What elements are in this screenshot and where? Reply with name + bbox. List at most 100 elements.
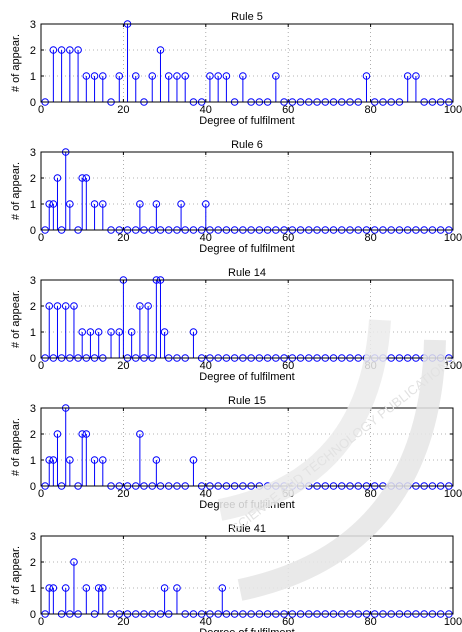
stem-marker: [214, 72, 222, 80]
stem-marker: [115, 328, 124, 336]
x-tick-label: 100: [444, 616, 462, 628]
stem-marker: [173, 584, 181, 592]
stem-marker: [206, 72, 214, 80]
stem-marker: [45, 302, 54, 310]
y-tick-label: 1: [30, 327, 36, 339]
y-tick-label: 1: [30, 71, 36, 83]
stem-marker: [78, 430, 86, 438]
stem-marker: [49, 200, 58, 208]
y-tick-label: 0: [30, 97, 36, 109]
stem-marker: [239, 72, 247, 80]
stem-marker: [66, 46, 74, 54]
x-axis-label: Degree of fulfilment: [199, 627, 294, 632]
stem-marker: [45, 200, 54, 208]
stem-marker: [82, 72, 91, 80]
stem-marker: [45, 456, 54, 464]
x-tick-label: 40: [200, 232, 212, 244]
stem-marker: [53, 174, 62, 182]
stem-marker: [136, 200, 144, 208]
stem-marker: [136, 302, 144, 310]
x-tick-label: 20: [117, 232, 129, 244]
stem-marker: [70, 302, 78, 310]
stem-marker: [82, 430, 91, 438]
x-tick-label: 40: [200, 616, 212, 628]
y-tick-label: 0: [30, 609, 36, 621]
stem-marker: [164, 72, 173, 80]
y-axis-label: # of appear.: [10, 546, 22, 604]
subplot: 0 20 40 60 80 100 0 1 2 3 Rule 41 Degree of fulfilm…: [10, 523, 462, 632]
chart-title: Rule 5: [231, 11, 263, 23]
y-tick-label: 3: [30, 531, 36, 543]
x-tick-label: 20: [117, 104, 129, 116]
y-tick-label: 0: [30, 225, 36, 237]
x-tick-label: 60: [282, 616, 294, 628]
x-tick-label: 80: [364, 360, 376, 372]
stem-marker: [70, 558, 78, 566]
stem-marker: [99, 200, 107, 208]
stem-marker: [90, 200, 99, 208]
x-tick-label: 0: [38, 360, 44, 372]
stem-marker: [156, 46, 165, 54]
x-tick-label: 40: [200, 360, 212, 372]
stem-marker: [94, 328, 103, 336]
stem-marker: [66, 456, 74, 464]
x-tick-label: 100: [444, 488, 462, 500]
stem-marker: [78, 174, 86, 182]
stem-marker: [131, 72, 140, 80]
x-axis-label: Degree of fulfilment: [199, 371, 294, 383]
stem-marker: [181, 72, 189, 80]
x-tick-label: 0: [38, 104, 44, 116]
x-tick-label: 100: [444, 360, 462, 372]
stem-marker: [218, 584, 227, 592]
stem-marker: [61, 302, 70, 310]
x-axis-label: Degree of fulfilment: [199, 115, 294, 127]
stem-marker: [272, 72, 280, 80]
subplot: 0 20 40 60 80 100 0 1 2 3 Rule 6 Degree of fulfilme…: [10, 139, 462, 255]
stem-marker: [222, 72, 231, 80]
x-tick-label: 0: [38, 616, 44, 628]
stem-marker: [202, 200, 210, 208]
axes-frame: [40, 151, 454, 231]
stem-marker: [152, 456, 161, 464]
y-axis-label: # of appear.: [10, 34, 22, 92]
stem-marker: [362, 72, 371, 80]
x-tick-label: 20: [117, 616, 129, 628]
y-tick-label: 1: [30, 583, 36, 595]
stem-marker: [61, 584, 70, 592]
chart-title: Rule 14: [228, 267, 266, 279]
stem-marker: [173, 72, 181, 80]
x-tick-label: 80: [364, 104, 376, 116]
stem-marker: [177, 200, 185, 208]
x-tick-label: 20: [117, 488, 129, 500]
stem-marker: [74, 46, 82, 54]
stem-marker: [99, 584, 107, 592]
x-tick-label: 0: [38, 232, 44, 244]
y-tick-label: 2: [30, 173, 36, 185]
x-tick-label: 80: [364, 488, 376, 500]
stem-marker: [136, 430, 144, 438]
x-tick-label: 40: [200, 104, 212, 116]
stem-marker: [53, 302, 62, 310]
x-tick-label: 60: [282, 104, 294, 116]
stem-marker: [66, 200, 74, 208]
stem-marker: [49, 584, 58, 592]
y-tick-label: 2: [30, 429, 36, 441]
y-tick-label: 1: [30, 455, 36, 467]
axes-frame: [40, 279, 454, 359]
y-tick-label: 0: [30, 353, 36, 365]
stem-marker: [82, 584, 91, 592]
y-tick-label: 3: [30, 147, 36, 159]
stem-marker: [45, 584, 54, 592]
y-tick-label: 1: [30, 199, 36, 211]
x-tick-label: 60: [282, 232, 294, 244]
y-axis-label: # of appear.: [10, 418, 22, 476]
stem-marker: [99, 72, 107, 80]
y-tick-label: 2: [30, 301, 36, 313]
stem-marker: [57, 46, 66, 54]
stem-marker: [53, 430, 62, 438]
stem-marker: [90, 72, 99, 80]
stem-marker: [94, 584, 103, 592]
